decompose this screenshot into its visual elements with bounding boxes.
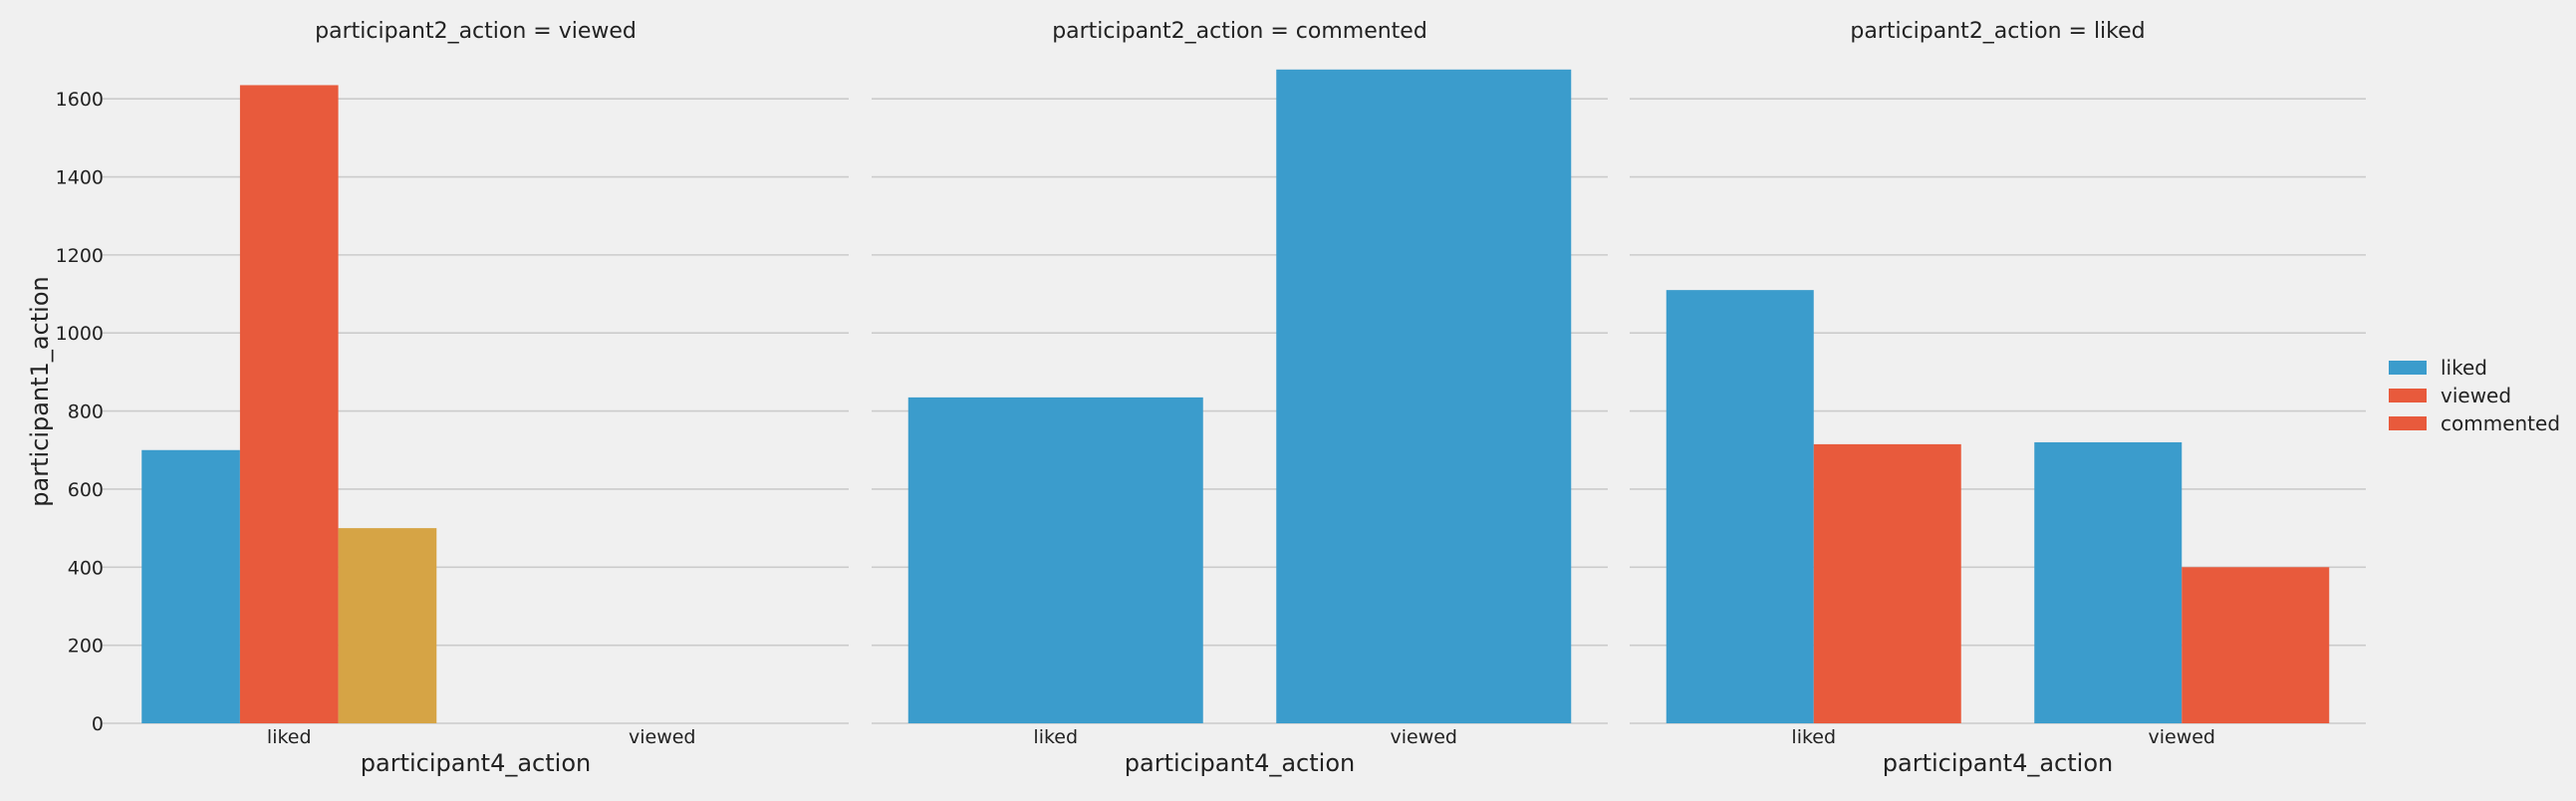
x-tick-label-1-liked: liked	[267, 726, 312, 748]
legend-swatch-viewed	[2389, 389, 2427, 402]
facet-title-2: participant2_action = commented	[1052, 19, 1427, 44]
y-tick-label: 1400	[56, 167, 104, 189]
x-axis-label-2: participant4_action	[1125, 749, 1355, 777]
bar-1-liked-1	[141, 449, 240, 723]
bar-2-liked-1	[907, 397, 1203, 723]
y-tick-label: 1000	[56, 323, 104, 345]
legend-label-viewed: viewed	[2441, 384, 2511, 407]
facet-title-1: participant2_action = viewed	[315, 19, 637, 44]
legend-label-commented: commented	[2441, 411, 2560, 435]
bar-3-viewed-1	[2034, 441, 2183, 723]
y-tick-label: 600	[68, 479, 104, 501]
bar-3-liked-1	[1666, 290, 1814, 723]
bar-1-liked-2	[239, 85, 339, 723]
x-tick-label-2-liked: liked	[1033, 726, 1078, 748]
x-axis-label-1: participant4_action	[361, 749, 591, 777]
x-axis-label-3: participant4_action	[1883, 749, 2113, 777]
y-tick-label: 0	[92, 713, 104, 735]
x-tick-label-3-viewed: viewed	[2148, 726, 2215, 748]
x-tick-label-2-viewed: viewed	[1390, 726, 1457, 748]
y-tick-label: 400	[68, 557, 104, 579]
legend-swatch-liked	[2389, 361, 2427, 375]
legend-swatch-commented	[2389, 416, 2427, 430]
x-tick-label-3-liked: liked	[1791, 726, 1836, 748]
bar-1-liked-3	[338, 528, 437, 723]
y-tick-label: 1600	[56, 89, 104, 111]
bar-3-viewed-2	[2182, 567, 2330, 723]
y-tick-label: 200	[68, 636, 104, 658]
y-tick-label: 800	[68, 401, 104, 423]
bar-2-viewed-1	[1276, 69, 1572, 723]
y-axis-label: participant1_action	[26, 276, 54, 506]
bar-3-liked-2	[1813, 443, 1961, 723]
facet-title-3: participant2_action = liked	[1850, 19, 2145, 44]
x-tick-label-1-viewed: viewed	[629, 726, 696, 748]
legend-label-liked: liked	[2441, 356, 2487, 380]
y-tick-label: 1200	[56, 245, 104, 267]
